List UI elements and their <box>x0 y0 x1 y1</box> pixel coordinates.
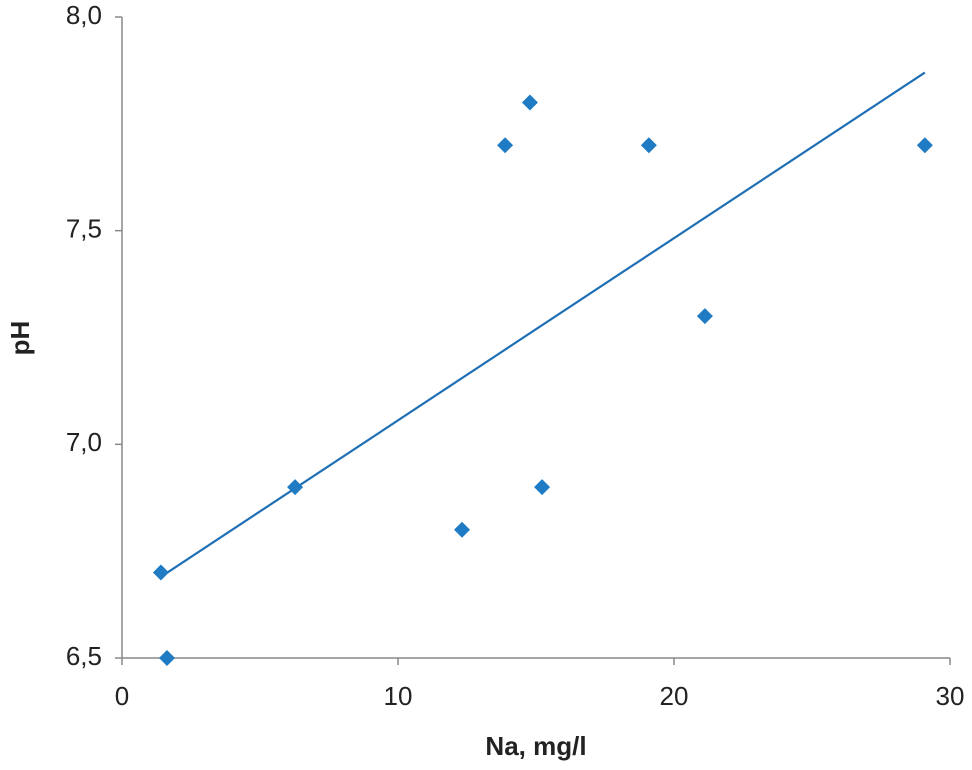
y-tick-label: 7,0 <box>66 427 102 457</box>
data-point <box>454 521 471 538</box>
data-point <box>152 564 169 581</box>
y-tick-label: 8,0 <box>66 0 102 30</box>
x-tick-label: 10 <box>384 681 413 711</box>
data-point <box>640 137 657 154</box>
data-point <box>534 479 551 496</box>
data-point <box>158 650 175 666</box>
trendline <box>160 71 926 578</box>
data-point <box>287 479 304 496</box>
y-axis-title: pH <box>5 321 35 356</box>
x-axis-title: Na, mg/l <box>485 731 586 761</box>
x-tick-label: 20 <box>660 681 689 711</box>
x-tick-label: 30 <box>936 681 965 711</box>
data-point <box>497 137 514 154</box>
data-point <box>696 308 713 325</box>
x-tick-label: 0 <box>115 681 129 711</box>
y-tick-label: 6,5 <box>66 641 102 671</box>
data-point <box>916 137 933 154</box>
y-tick-label: 7,5 <box>66 214 102 244</box>
data-point <box>521 94 538 111</box>
